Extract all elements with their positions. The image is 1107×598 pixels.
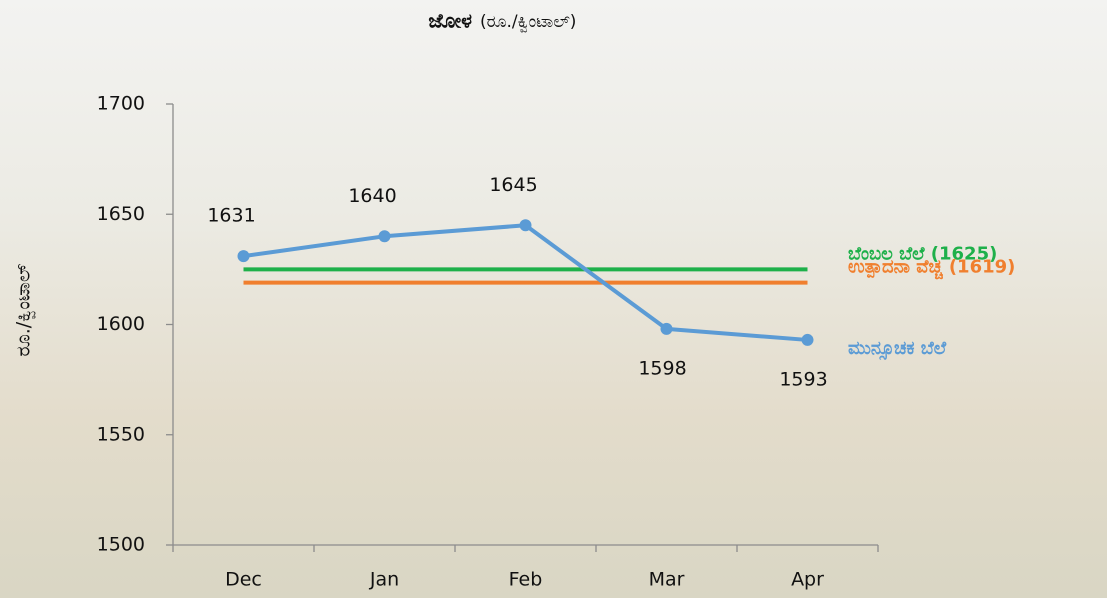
- chart-title-unit: (ರೂ./ಕ್ವಿಂಟಾಲ್): [480, 12, 576, 33]
- y-tick-label: 1700: [97, 93, 145, 115]
- chart-title: ಜೋಳ: [428, 9, 472, 33]
- data-point: [379, 230, 391, 242]
- data-label: 1593: [779, 368, 827, 390]
- data-point: [238, 250, 250, 262]
- y-tick-label: 1500: [97, 534, 145, 556]
- chart: ಜೋಳ (ರೂ./ಕ್ವಿಂಟಾಲ್) ರೂ./ಕ್ವಿಂಟಾಲ್ 1500 15…: [0, 0, 1107, 598]
- y-tick-label: 1650: [97, 203, 145, 225]
- legend-label: ಮುನ್ಸೂಚಕ ಬೆಲೆ: [848, 338, 947, 361]
- data-point: [520, 219, 532, 231]
- background: [0, 0, 1107, 598]
- y-tick-label: 1600: [97, 313, 145, 335]
- y-axis-label: ರೂ./ಕ್ವಿಂಟಾಲ್: [13, 263, 37, 356]
- data-point: [802, 334, 814, 346]
- x-tick-label: Jan: [369, 569, 399, 591]
- data-label: 1631: [207, 205, 255, 227]
- legend-label: ಉತ್ಪಾದನಾ ವೆಚ್ಚ (1619): [848, 257, 1015, 280]
- data-label: 1640: [348, 185, 396, 207]
- x-tick-label: Mar: [649, 569, 685, 591]
- x-tick-label: Feb: [509, 569, 543, 591]
- data-label: 1598: [638, 357, 686, 379]
- x-tick-label: Apr: [791, 569, 824, 591]
- y-tick-label: 1550: [97, 423, 145, 445]
- data-point: [661, 323, 673, 335]
- data-label: 1645: [489, 174, 537, 196]
- x-tick-label: Dec: [225, 569, 262, 591]
